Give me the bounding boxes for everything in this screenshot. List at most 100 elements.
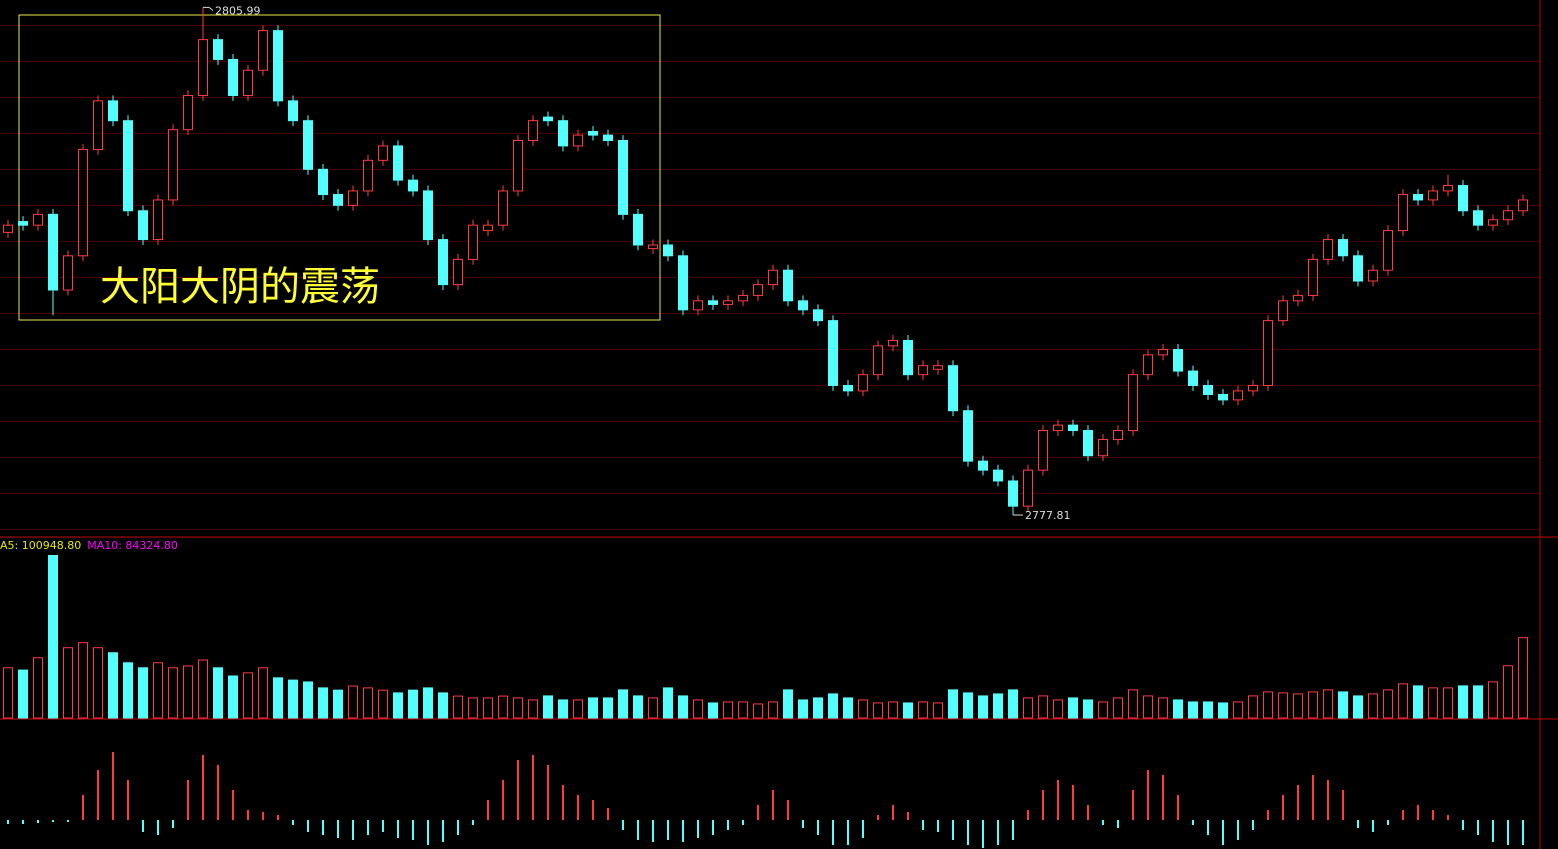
macd-bar [982,820,984,848]
candle-body [1158,348,1168,356]
macd-bar [787,800,789,820]
extreme-label: 2777.81 [1025,509,1071,522]
candle-body [693,300,703,311]
ma-label: MA10: 84324.80 [87,539,178,552]
macd-bar [742,820,744,825]
volume-bar [1098,701,1108,719]
volume-bar [888,701,898,719]
macd-bar [52,820,54,822]
macd-bar [1522,820,1524,845]
volume-bar [1113,697,1123,719]
candle-body [1293,294,1303,302]
macd-bar [1012,820,1014,840]
macd-bar [1102,820,1104,825]
macd-bar [907,812,909,820]
candle-body [1053,424,1063,432]
macd-bar [232,790,234,820]
volume-bar [1233,701,1243,719]
candle-body [993,469,1003,482]
candle-body [1008,480,1018,507]
candle-body [1308,258,1318,296]
candle-body [1428,190,1438,201]
candle-body [1503,210,1513,221]
volume-bar [243,672,253,719]
volume-bar [168,667,178,719]
macd-bar [82,795,84,820]
macd-bar [1387,820,1389,825]
candle-body [888,339,898,347]
candle-body [468,224,478,260]
candle-body [1488,219,1498,226]
candle-body [498,190,508,226]
volume-bar [1308,691,1318,719]
candle-body [483,224,493,232]
macd-bar [1147,770,1149,820]
candle-body [63,255,73,291]
macd-bar [7,820,9,824]
volume-bar [18,669,28,719]
candle-body [18,221,28,226]
volume-bar [978,695,988,719]
macd-bar [127,780,129,820]
macd-bar [172,820,174,828]
macd-bar [307,820,309,832]
volume-bar [1128,689,1138,719]
volume-bar [648,697,658,719]
volume-bar [1173,699,1183,719]
highlight-box [18,14,661,321]
candle-body [78,149,88,257]
macd-bar [652,820,654,842]
volume-bar [453,695,463,719]
macd-bar [442,820,444,842]
volume-bar [948,689,958,719]
candle-body [963,410,973,462]
macd-bar [1177,795,1179,820]
volume-bar [1413,685,1423,719]
volume-bar [1068,697,1078,719]
volume-bar [33,657,43,719]
annotation: 大阳大阴的震荡 [100,264,380,310]
macd-bar [922,820,924,830]
candle-body [108,100,118,122]
volume-bar [483,697,493,719]
macd-bar [382,820,384,832]
macd-bar [577,795,579,820]
volume-bar [438,692,448,719]
macd-bar [997,820,999,845]
macd-bar [322,820,324,835]
macd-bar [1207,820,1209,835]
candle-body [1143,354,1153,376]
candle-body [918,365,928,376]
macd-bar [1447,815,1449,820]
candle-body [138,210,148,241]
candle-body [198,39,208,96]
macd-bar [457,820,459,835]
candle-body [663,244,673,257]
volume-bar [1218,702,1228,719]
candle-body [723,300,733,305]
candle-body [1128,374,1138,432]
candle-body [183,94,193,131]
volume-bar [513,697,523,719]
volume-bar [903,702,913,719]
volume-bar [198,659,208,719]
volume-bar [573,699,583,719]
candle-body [393,145,403,181]
macd-bar [247,810,249,820]
macd-bar [1057,780,1059,820]
candle-body [348,190,358,206]
candle-body [1263,320,1273,386]
candle-body [618,140,628,215]
volume-bar [843,697,853,719]
volume-bar [828,693,838,719]
candle-body [573,134,583,147]
volume-bar [258,667,268,719]
candle-body [363,159,373,192]
volume-bar [378,689,388,719]
volume-bar [1083,699,1093,719]
volume-bar [63,647,73,719]
grid-background [0,0,1540,535]
volume-bar [813,697,823,719]
macd-bar [1087,805,1089,820]
